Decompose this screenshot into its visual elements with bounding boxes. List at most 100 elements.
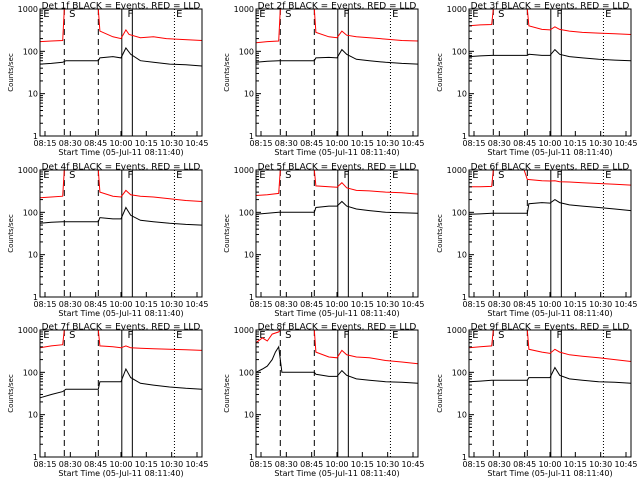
y-axis-label: Counts/sec [223,214,231,253]
y-tick-label: 1 [33,453,38,462]
series-line-events [468,366,632,384]
y-tick-label: 100 [239,368,254,377]
phase-marker-label: S [285,330,291,341]
x-tick-label: 08:45 [300,139,323,148]
y-tick-label: 100 [23,368,38,377]
series-line-events [255,48,419,65]
y-axis-label: Counts/sec [223,374,231,413]
phase-marker-label: F [127,170,133,181]
y-tick-label: 10 [28,90,38,99]
x-tick-label: 10:45 [185,460,208,469]
x-tick-label: 08:15 [462,139,485,148]
y-tick-label: 10 [457,251,467,260]
y-tick-label: 1000 [234,326,254,335]
x-tick-label: 08:30 [488,139,511,148]
x-tick-label: 08:45 [300,460,323,469]
x-tick-label: 10:00 [109,139,132,148]
series-line-lld [468,8,632,35]
x-tick-label: 10:30 [376,300,399,309]
x-tick-label: 10:00 [325,460,348,469]
y-tick-label: 1000 [18,326,38,335]
phase-marker-label: S [69,9,75,20]
y-tick-label: 1 [462,293,467,302]
phase-marker-label: E [472,170,478,181]
x-tick-label: 10:45 [185,139,208,148]
y-tick-label: 100 [239,47,254,56]
y-tick-label: 100 [239,208,254,217]
phase-marker-label: F [556,170,562,181]
series-line-lld [468,329,632,362]
x-axis-label: Start Time (05-Jul-11 08:11:40) [58,148,183,157]
x-tick-label: 10:00 [109,460,132,469]
phase-marker-label: E [472,9,478,20]
phase-marker-label: E [392,9,398,20]
y-tick-label: 1000 [18,166,38,175]
y-tick-label: 10 [457,411,467,420]
x-tick-label: 08:15 [33,460,56,469]
phase-marker-label: F [127,330,133,341]
phase-marker-label: F [343,9,349,20]
x-tick-label: 10:00 [325,139,348,148]
x-tick-label: 10:30 [376,139,399,148]
x-axis-label: Start Time (05-Jul-11 08:11:40) [274,148,399,157]
series-line-lld [469,169,632,188]
y-tick-label: 10 [244,411,254,420]
x-tick-label: 08:15 [462,300,485,309]
x-tick-label: 10:00 [325,300,348,309]
phase-marker-label: S [498,170,504,181]
phase-marker-label: E [259,330,265,341]
x-tick-label: 10:30 [160,139,183,148]
x-axis-label: Start Time (05-Jul-11 08:11:40) [58,469,183,478]
x-tick-label: 10:45 [614,139,637,148]
series-line-events [255,345,419,384]
phase-marker-label: E [176,330,182,341]
phase-marker-label: E [43,330,49,341]
x-tick-label: 08:45 [84,300,107,309]
y-tick-label: 1000 [447,5,467,14]
y-tick-label: 1 [462,453,467,462]
phase-marker-label: F [556,330,562,341]
x-tick-label: 08:45 [300,300,323,309]
x-tick-label: 08:30 [275,300,298,309]
y-axis-label: Counts/sec [223,53,231,92]
series-line-lld [255,8,419,44]
phase-marker-label: S [69,170,75,181]
x-tick-label: 10:30 [589,139,612,148]
y-tick-label: 1000 [447,166,467,175]
y-tick-label: 1000 [234,166,254,175]
x-tick-label: 10:15 [135,460,158,469]
x-tick-label: 08:45 [513,460,536,469]
series-line-events [255,200,419,215]
x-tick-label: 10:00 [109,300,132,309]
x-tick-label: 10:00 [538,139,561,148]
x-tick-label: 10:45 [401,460,424,469]
phase-marker-label: F [556,9,562,20]
x-tick-label: 08:30 [488,300,511,309]
panel-title: Det 5f BLACK = Events, RED = LLD [258,163,417,173]
phase-marker-label: S [69,330,75,341]
x-tick-label: 08:30 [488,460,511,469]
phase-marker-label: E [605,330,611,341]
y-tick-label: 1000 [234,5,254,14]
y-tick-label: 10 [457,90,467,99]
panel-title: Det 7f BLACK = Events, RED = LLD [42,323,201,333]
x-tick-label: 08:30 [275,460,298,469]
phase-marker-label: E [392,330,398,341]
phase-marker-label: E [43,170,49,181]
x-tick-label: 08:45 [513,300,536,309]
x-tick-label: 10:30 [376,460,399,469]
x-tick-label: 10:00 [538,300,561,309]
y-tick-label: 1000 [447,326,467,335]
y-tick-label: 1 [33,132,38,141]
phase-marker-label: E [176,170,182,181]
